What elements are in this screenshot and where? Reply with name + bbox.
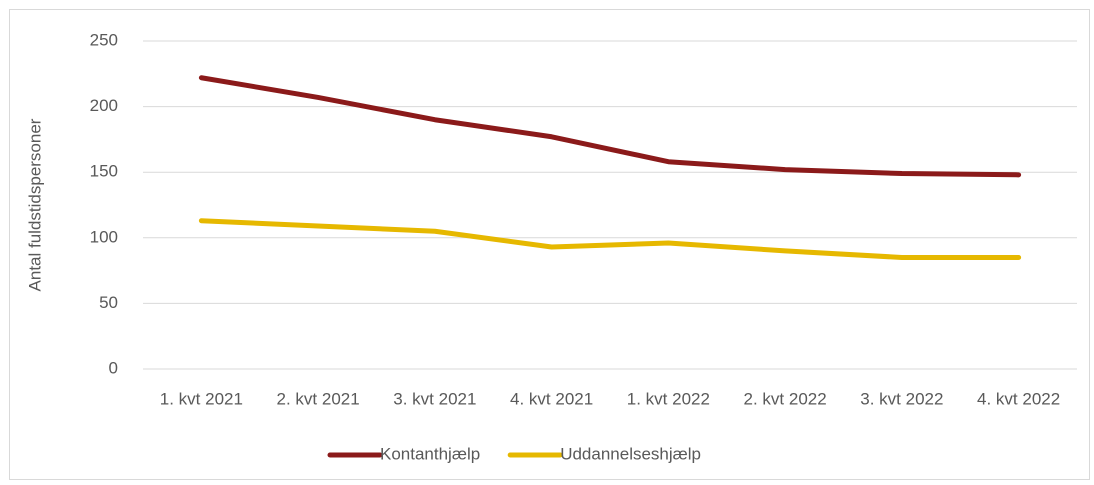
x-tick-label: 3. kvt 2021 xyxy=(393,389,476,408)
x-tick-label: 2. kvt 2021 xyxy=(277,389,360,408)
data-line xyxy=(198,75,1022,178)
y-axis-title: Antal fuldstidspersoner xyxy=(25,118,44,291)
legend-label: Kontanthjælp xyxy=(380,444,480,463)
legend-label: Uddannelseshjælp xyxy=(560,444,701,463)
y-tick-label: 50 xyxy=(99,293,118,312)
x-tick-label: 4. kvt 2021 xyxy=(510,389,593,408)
y-tick-label: 200 xyxy=(90,96,118,115)
x-tick-label: 1. kvt 2021 xyxy=(160,389,243,408)
x-tick-label: 3. kvt 2022 xyxy=(860,389,943,408)
data-line xyxy=(198,218,1022,260)
y-tick-label: 250 xyxy=(90,30,118,49)
x-tick-label: 4. kvt 2022 xyxy=(977,389,1060,408)
y-tick-label: 150 xyxy=(90,162,118,181)
y-tick-label: 0 xyxy=(109,358,118,377)
y-tick-label: 100 xyxy=(90,227,118,246)
x-tick-label: 2. kvt 2022 xyxy=(744,389,827,408)
x-tick-label: 1. kvt 2022 xyxy=(627,389,710,408)
